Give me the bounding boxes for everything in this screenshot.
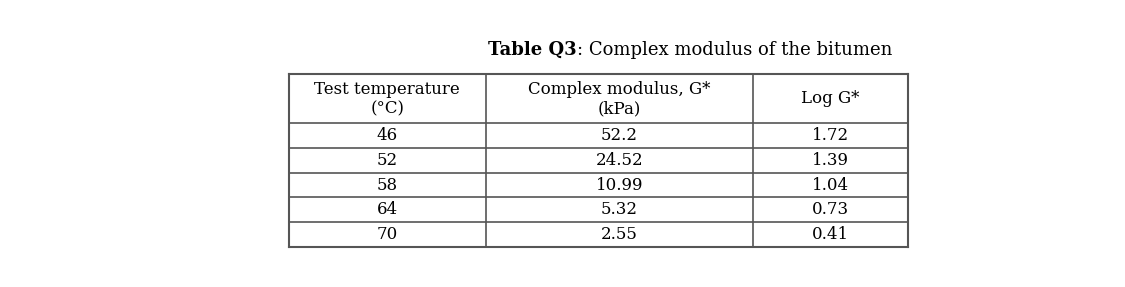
- Text: 1.39: 1.39: [812, 152, 849, 169]
- Text: Log G*: Log G*: [801, 90, 860, 107]
- Text: 24.52: 24.52: [595, 152, 643, 169]
- Text: 2.55: 2.55: [601, 226, 638, 243]
- Text: 46: 46: [377, 127, 398, 144]
- Text: 58: 58: [377, 177, 398, 193]
- Text: : Complex modulus of the bitumen: : Complex modulus of the bitumen: [577, 41, 892, 59]
- Text: 1.72: 1.72: [812, 127, 849, 144]
- Text: 52.2: 52.2: [601, 127, 638, 144]
- Text: 0.41: 0.41: [812, 226, 849, 243]
- Text: 0.73: 0.73: [812, 201, 849, 218]
- Text: Table Q3: Table Q3: [488, 41, 577, 59]
- Text: Complex modulus, G*
(kPa): Complex modulus, G* (kPa): [529, 81, 711, 117]
- Text: 52: 52: [377, 152, 398, 169]
- Text: 10.99: 10.99: [596, 177, 643, 193]
- Text: 1.04: 1.04: [812, 177, 849, 193]
- Text: 5.32: 5.32: [601, 201, 638, 218]
- Text: Test temperature
(°C): Test temperature (°C): [315, 81, 460, 117]
- Text: 70: 70: [377, 226, 398, 243]
- Text: 64: 64: [377, 201, 398, 218]
